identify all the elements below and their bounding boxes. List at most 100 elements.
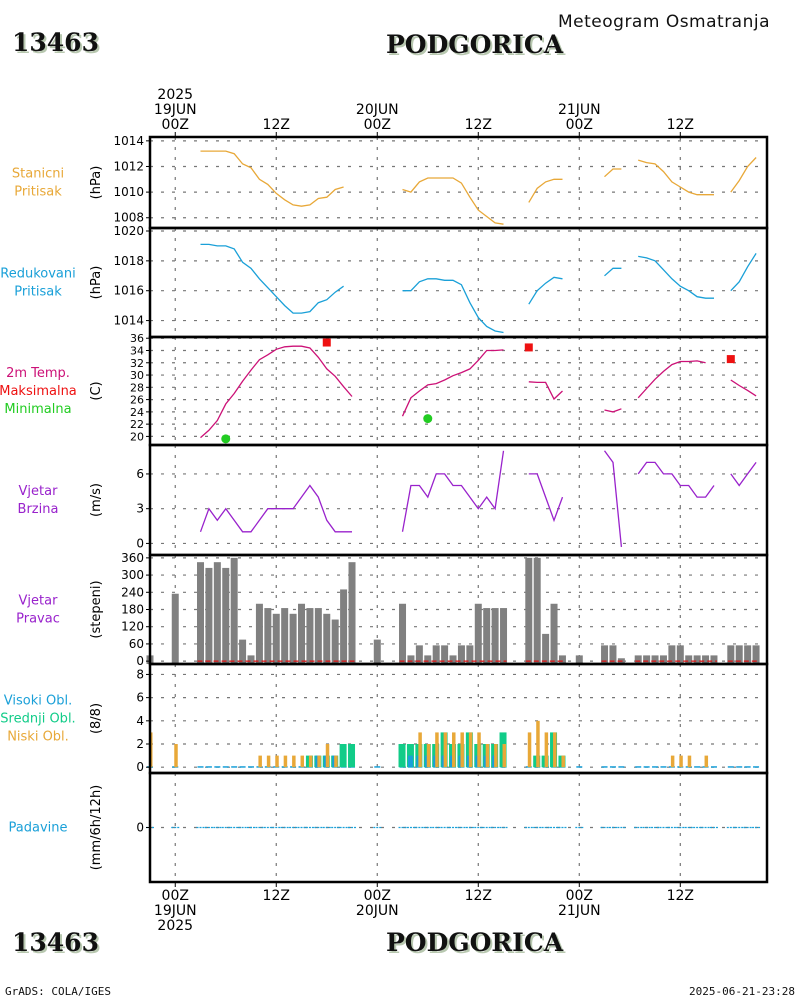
station-id-top: 13463 (12, 28, 99, 57)
panel-title-line: Minimalna (4, 402, 71, 417)
x-tick-label-bottom: 00Z (364, 888, 391, 904)
low-cloud-bar (679, 755, 683, 768)
series-line-segment (730, 157, 757, 193)
y-tick-label: 30 (130, 369, 144, 382)
wind-direction-bar (752, 645, 760, 664)
y-tick-label: 28 (130, 381, 144, 394)
cloud-zero-marker (231, 766, 238, 768)
low-cloud-bar (502, 744, 507, 768)
y-tick-label: 60 (129, 637, 144, 651)
y-tick-label: 36 (130, 332, 144, 345)
series-line-segment (401, 450, 505, 532)
series-line-segment (730, 253, 757, 292)
y-axis-unit-label: (mm/6h/12h) (89, 785, 104, 871)
cloud-zero-marker (727, 766, 734, 768)
series-line-segment (528, 473, 564, 523)
cloud-zero-marker (214, 766, 221, 768)
low-cloud-bar (418, 732, 422, 768)
panel-title-line: 2m Temp. (6, 366, 70, 381)
wind-direction-bar (466, 645, 474, 664)
cloud-zero-marker (753, 766, 760, 768)
wind-direction-bar (348, 562, 356, 664)
panel-frame (148, 135, 769, 230)
low-cloud-bar (561, 755, 565, 768)
wind-direction-bar (735, 645, 743, 664)
y-tick-label: 1014 (113, 314, 144, 328)
low-cloud-bar (494, 744, 498, 768)
middle-cloud-bar (348, 744, 356, 768)
wind-direction-bar (727, 645, 735, 664)
panel-frame (148, 443, 769, 557)
wind-direction-bar (323, 613, 331, 664)
cloud-zero-marker (197, 766, 204, 768)
wind-direction-bar (533, 557, 541, 664)
y-tick-label: 1012 (113, 159, 144, 173)
panel-cloud-cover (147, 720, 760, 768)
wind-direction-bar (415, 645, 423, 664)
panel-frame (148, 771, 769, 884)
generated-timestamp: 2025-06-21-23:28 (689, 985, 795, 998)
panel-title-line: Pritisak (14, 185, 62, 200)
wind-direction-bar (601, 645, 609, 664)
low-cloud-bar (687, 755, 692, 768)
middle-cloud-bar (339, 744, 347, 768)
panel-title-line: Padavine (9, 821, 68, 836)
series-line-segment (200, 150, 344, 207)
panel-title-line: Niski Obl. (7, 730, 69, 745)
wind-direction-bar (306, 608, 314, 664)
low-cloud-bar (292, 755, 296, 768)
meteogram-subtitle: Meteogram Osmatranja (558, 12, 771, 32)
wind-direction-bar (314, 608, 322, 664)
low-cloud-bar (477, 732, 481, 768)
y-tick-label: 0 (136, 760, 144, 774)
station-id-bottom: 13463 (12, 928, 99, 957)
y-axis-unit-label: (hPa) (89, 166, 104, 200)
low-cloud-bar (460, 732, 464, 768)
y-tick-label: 1010 (113, 185, 144, 199)
wind-direction-bar (693, 655, 701, 664)
wind-direction-bar (432, 645, 440, 664)
x-tick-label-bottom: 00Z (162, 888, 189, 904)
series-line-segment (200, 243, 344, 314)
wind-direction-bar (441, 645, 449, 664)
y-tick-label: 6 (136, 467, 144, 481)
low-cloud-bar (325, 744, 330, 768)
low-cloud-bar (426, 744, 431, 768)
cloud-zero-marker (576, 766, 583, 768)
wind-direction-bar (424, 655, 432, 664)
wind-direction-bar (609, 645, 617, 664)
y-axis-unit-label: (hPa) (89, 266, 104, 300)
middle-cloud-bar (398, 744, 406, 768)
wind-direction-bar (659, 655, 667, 664)
x-tick-label-bottom: 2025 (157, 918, 193, 934)
y-tick-label: 4 (136, 714, 144, 728)
x-tick-label-bottom: 20JUN (356, 903, 399, 919)
wind-direction-bar (239, 639, 247, 664)
low-cloud-bar (527, 732, 532, 768)
max-temp-marker (726, 355, 735, 364)
low-cloud-bar (443, 732, 448, 768)
series-line-segment (638, 255, 714, 299)
y-tick-label: 8 (136, 667, 144, 681)
wind-direction-bar (298, 603, 306, 664)
wind-direction-bar (542, 633, 550, 664)
panel-title-line: Stanicni (12, 167, 64, 182)
wind-direction-bar (213, 562, 221, 664)
wind-direction-bar (407, 655, 415, 664)
x-tick-label-bottom: 12Z (263, 888, 290, 904)
wind-direction-bar (643, 655, 651, 664)
wind-direction-bar (255, 603, 263, 664)
cloud-zero-marker (374, 766, 381, 768)
low-cloud-bar (485, 744, 490, 768)
wind-direction-bar (373, 639, 381, 664)
y-tick-label: 6 (136, 691, 144, 705)
low-cloud-bar (452, 732, 456, 768)
station-name-top: PODGORICA (386, 30, 564, 59)
cloud-zero-marker (618, 766, 625, 768)
panel-wind-direction (146, 557, 760, 664)
wind-direction-bar (710, 655, 718, 664)
low-cloud-bar (283, 755, 288, 768)
grid-layer (150, 137, 767, 882)
series-line-segment (638, 159, 714, 196)
y-axis-unit-label: (m/s) (89, 483, 104, 517)
